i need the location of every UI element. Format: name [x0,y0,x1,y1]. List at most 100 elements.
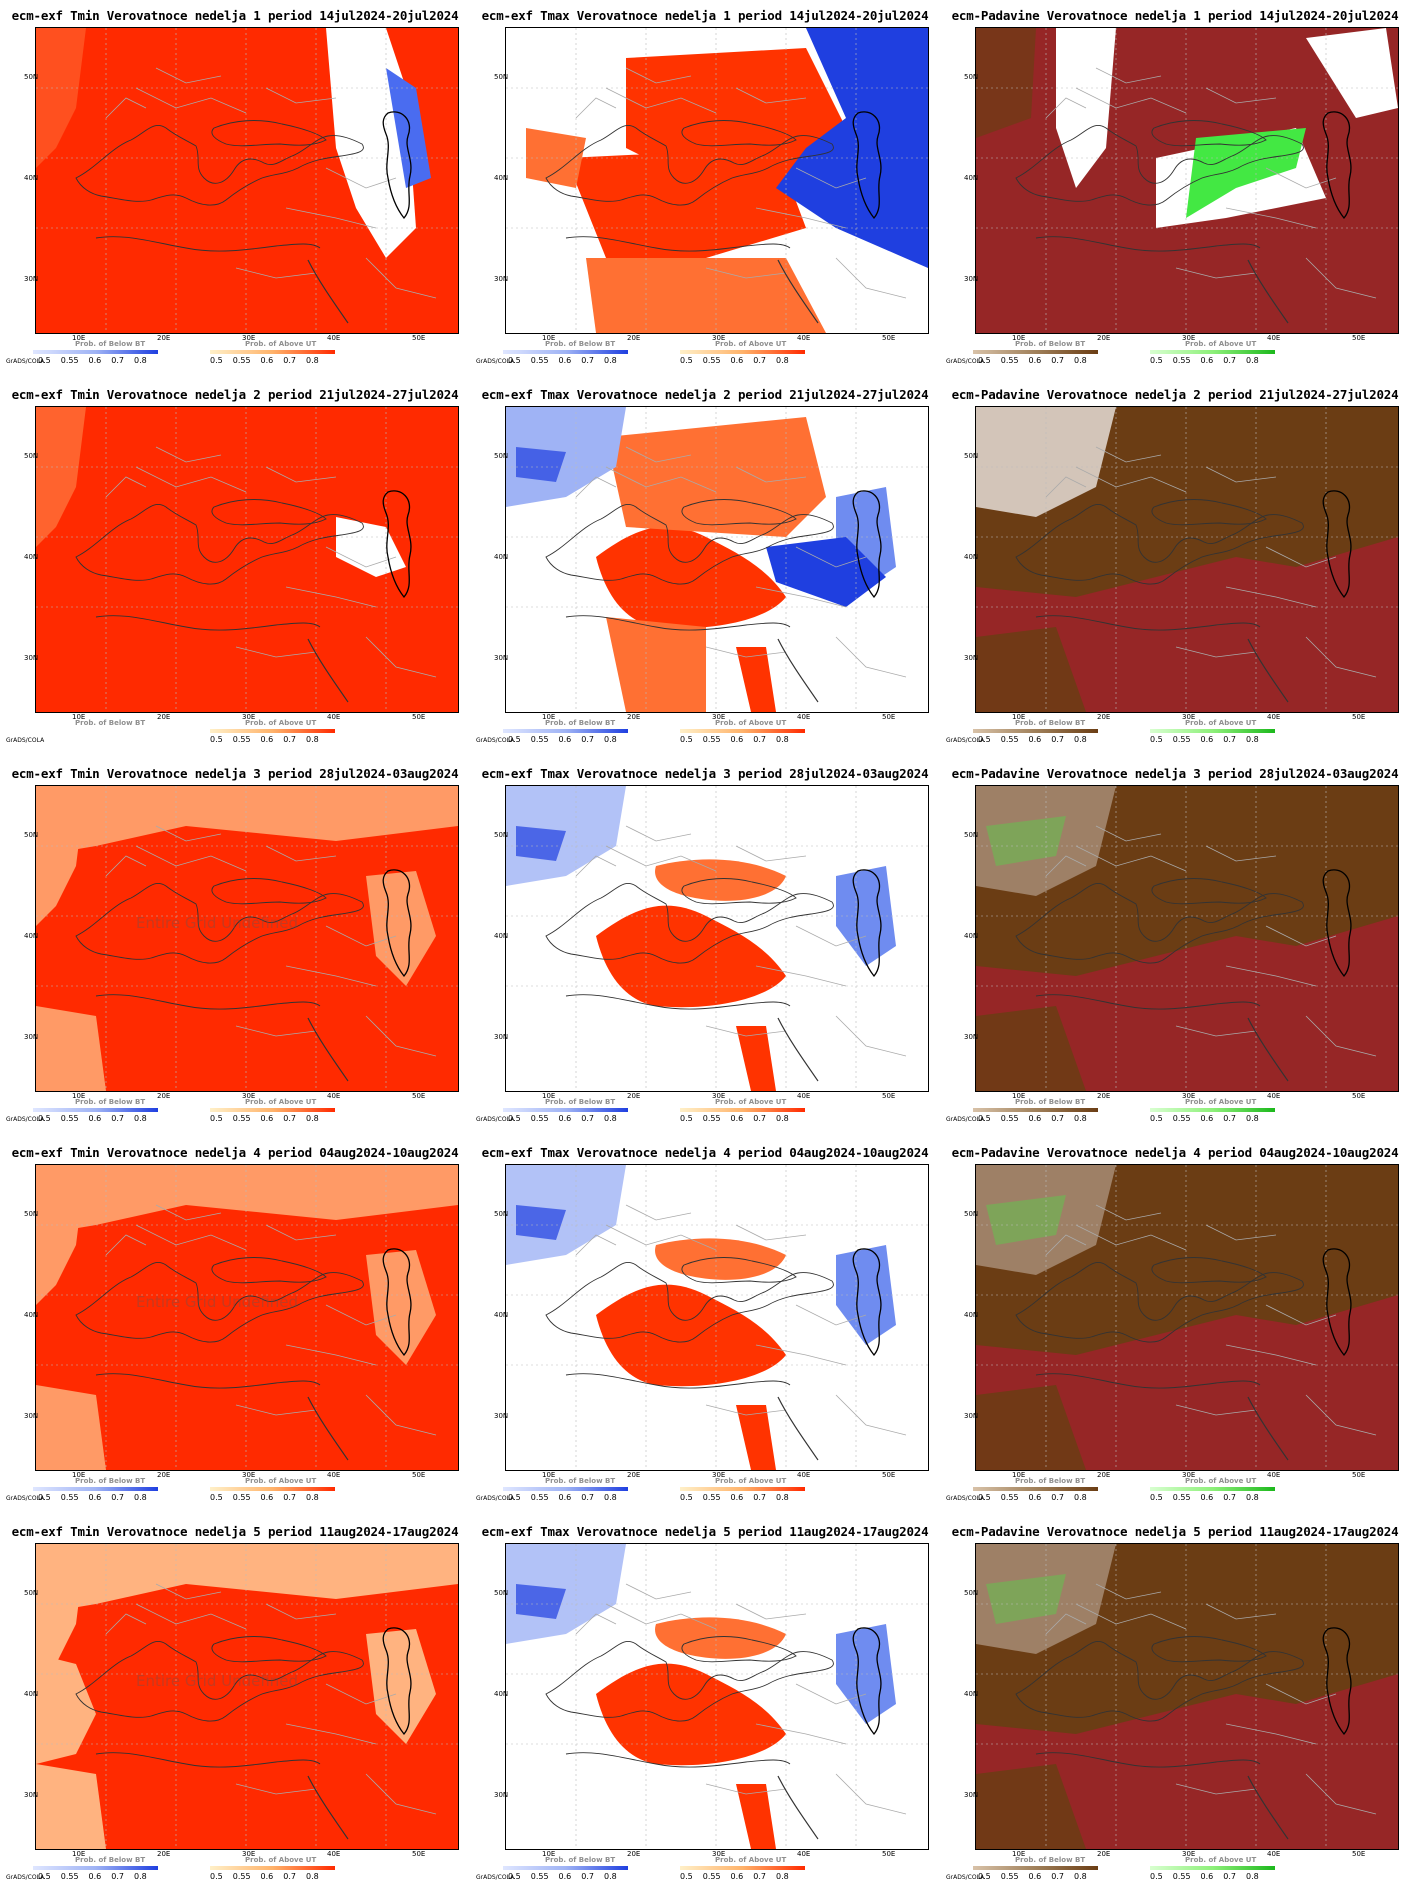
above-colorbar-title: Prob. of Above UT [1185,719,1257,727]
map-title: ecm-exf Tmax Verovatnoce nedelja 1 perio… [481,8,929,23]
lon-label: 20E [1097,334,1111,342]
below-colorbar-title: Prob. of Below BT [75,719,146,727]
colorbar-tick: 0.8 [1074,356,1087,365]
colorbar-tick: 0.5 [1150,1872,1163,1881]
grads-credit: GrADS/COLA [476,737,515,744]
lon-label: 20E [627,1471,641,1479]
map-canvas [506,28,928,333]
colorbar-tick: 0.7 [581,735,595,744]
lon-label: 20E [1097,1092,1111,1100]
lat-label: 30N [964,275,979,283]
colorbar-tick: 0.8 [306,1872,319,1881]
below-colorbar-ticks: 0.5 0.55 0.6 0.7 0.8 [508,1872,627,1881]
colorbar-tick: 0.55 [1172,1114,1191,1123]
colorbar-tick: 0.5 [680,735,693,744]
colorbar-tick: 0.8 [1246,1114,1259,1123]
colorbar-tick: 0.55 [702,1114,721,1123]
lon-label: 30E [242,1092,256,1100]
tmax-map-panel-week-3: ecm-exf Tmax Verovatnoce nedelja 3 perio… [470,758,940,1137]
lon-label: 30E [1182,1471,1196,1479]
lon-label: 50E [1352,713,1366,721]
colorbar-tick: 0.7 [283,1493,297,1502]
above-colorbar [680,350,805,354]
above-colorbar [1150,729,1275,733]
colorbar-tick: 0.8 [776,735,789,744]
lat-label: 30N [24,275,39,283]
map-canvas [36,1165,458,1470]
lon-label: 10E [1012,1092,1026,1100]
below-colorbar-title: Prob. of Below BT [1015,1856,1086,1864]
above-colorbar [680,1487,805,1491]
lon-label: 30E [1182,1850,1196,1858]
lon-label: 20E [1097,713,1111,721]
colorbar-tick: 0.6 [730,735,744,744]
colorbar-tick: 0.7 [753,735,767,744]
colorbar-tick: 0.7 [283,356,297,365]
lat-label: 50N [494,1210,509,1218]
map-area [505,406,929,713]
colorbar-tick: 0.5 [38,1872,51,1881]
above-colorbar-title: Prob. of Above UT [715,1477,787,1485]
below-colorbar [973,350,1098,354]
below-colorbar-title: Prob. of Below BT [545,1856,616,1864]
pad-map-panel-week-5: ecm-Padavine Verovatnoce nedelja 5 perio… [940,1516,1410,1895]
pad-map-panel-week-2: ecm-Padavine Verovatnoce nedelja 2 perio… [940,379,1410,758]
colorbar-tick: 0.55 [702,735,721,744]
colorbar-tick: 0.6 [260,735,274,744]
above-colorbar [210,729,335,733]
lat-label: 50N [24,1589,39,1597]
lon-label: 10E [1012,1850,1026,1858]
colorbar-tick: 0.5 [680,1493,693,1502]
lon-label: 50E [1352,1092,1366,1100]
colorbar-tick: 0.7 [581,1493,595,1502]
map-area: Entire Grid Undefined [35,1543,459,1850]
map-canvas [36,28,458,333]
map-area [505,785,929,1092]
below-colorbar-title: Prob. of Below BT [75,340,146,348]
colorbar-tick: 0.5 [210,1493,223,1502]
below-colorbar [33,1487,158,1491]
map-title: ecm-Padavine Verovatnoce nedelja 1 perio… [951,8,1399,23]
map-area [975,406,1399,713]
colorbar-tick: 0.55 [702,1872,721,1881]
tmax-map-panel-week-5: ecm-exf Tmax Verovatnoce nedelja 5 perio… [470,1516,940,1895]
lon-label: 50E [882,1092,896,1100]
map-canvas [506,1165,928,1470]
colorbar-tick: 0.6 [1028,1872,1042,1881]
lon-label: 30E [242,1471,256,1479]
colorbar-tick: 0.55 [60,1493,79,1502]
map-area [975,785,1399,1092]
lon-label: 30E [1182,713,1196,721]
tmax-map-panel-week-1: ecm-exf Tmax Verovatnoce nedelja 1 perio… [470,0,940,379]
below-colorbar [33,1108,158,1112]
colorbar-tick: 0.7 [753,1872,767,1881]
grads-credit: GrADS/COLA [6,1495,45,1502]
colorbar-tick: 0.8 [306,1493,319,1502]
colorbar-tick: 0.6 [730,1872,744,1881]
above-colorbar-ticks: 0.5 0.55 0.6 0.7 0.8 [210,1872,329,1881]
grads-credit: GrADS/COLA [946,737,985,744]
lat-label: 30N [24,1033,39,1041]
map-area [35,406,459,713]
map-area [975,1543,1399,1850]
colorbar-tick: 0.7 [581,356,595,365]
lon-label: 40E [1267,1092,1281,1100]
lat-label: 40N [964,1690,979,1698]
above-colorbar [210,350,335,354]
colorbar-tick: 0.5 [680,356,693,365]
colorbar-tick: 0.6 [558,1493,572,1502]
colorbar-tick: 0.8 [1246,735,1259,744]
colorbar-tick: 0.7 [1051,356,1065,365]
colorbar-tick: 0.6 [1028,356,1042,365]
lat-label: 30N [494,1791,509,1799]
lon-label: 10E [72,1471,86,1479]
colorbar-tick: 0.8 [1074,1872,1087,1881]
lat-label: 30N [964,1791,979,1799]
colorbar-tick: 0.7 [1051,735,1065,744]
above-colorbar-title: Prob. of Above UT [1185,1856,1257,1864]
lon-label: 50E [412,1850,426,1858]
tmin-map-panel-week-1: ecm-exf Tmin Verovatnoce nedelja 1 perio… [0,0,470,379]
below-colorbar-ticks: 0.5 0.55 0.6 0.7 0.8 [978,1114,1097,1123]
colorbar-tick: 0.6 [558,1872,572,1881]
map-canvas [976,407,1398,712]
